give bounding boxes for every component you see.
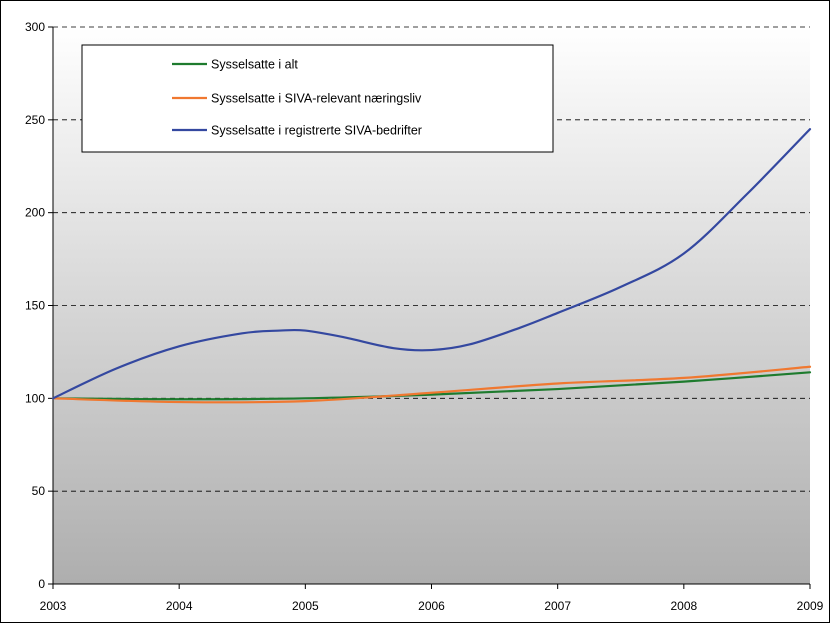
legend-label-2: Sysselsatte i SIVA-relevant næringsliv <box>211 92 422 106</box>
y-tick-label: 0 <box>38 577 45 591</box>
x-tick-label: 2006 <box>418 599 445 613</box>
series-line-3 <box>51 128 812 400</box>
y-tick-label: 250 <box>25 113 45 127</box>
y-tick-label: 150 <box>25 299 45 313</box>
x-tick-label: 2005 <box>292 599 319 613</box>
legend: Sysselsatte i alt Sysselsatte i SIVA-rele… <box>81 44 554 153</box>
y-tick-label: 200 <box>25 206 45 220</box>
legend-label-3: Sysselsatte i registrerte SIVA-bedrifter <box>211 124 422 138</box>
y-tick-label: 100 <box>25 391 45 405</box>
legend-label-1: Sysselsatte i alt <box>211 58 298 72</box>
x-tick-label: 2007 <box>544 599 571 613</box>
x-tick-label: 2004 <box>166 599 193 613</box>
y-tick-label: 300 <box>25 20 45 34</box>
x-tick-labels: 2003 2004 2005 2006 2007 2008 2009 <box>40 584 824 613</box>
x-tick-label: 2003 <box>40 599 67 613</box>
series-line-2 <box>51 365 812 404</box>
legend-box <box>81 44 554 153</box>
series-line-1 <box>51 371 812 401</box>
series-lines <box>51 128 812 404</box>
y-tick-labels: 0 50 100 150 200 250 300 <box>25 20 53 591</box>
x-tick-label: 2008 <box>670 599 697 613</box>
x-tick-label: 2009 <box>797 599 824 613</box>
y-tick-label: 50 <box>32 484 46 498</box>
